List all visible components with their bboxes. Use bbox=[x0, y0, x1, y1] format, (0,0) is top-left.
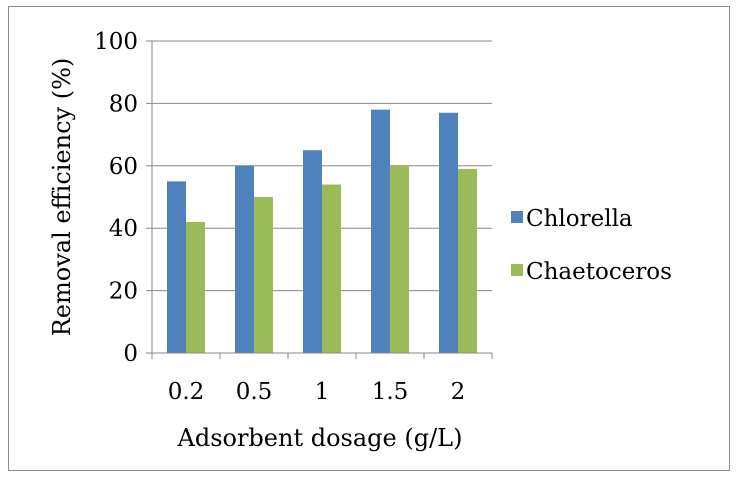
y-tick-labels: 0 20 40 60 80 100 bbox=[94, 29, 138, 367]
axes bbox=[146, 40, 493, 359]
legend: Chlorella Chaetoceros bbox=[511, 206, 672, 285]
bar-chaetoceros-1 bbox=[322, 184, 341, 353]
bar-chlorella-0.5 bbox=[235, 165, 254, 353]
x-tick-label: 1 bbox=[315, 379, 330, 405]
legend-swatch-chlorella bbox=[511, 211, 523, 223]
bar-chlorella-2 bbox=[439, 112, 458, 353]
bar-chaetoceros-0.2 bbox=[186, 221, 205, 353]
x-tick-label: 0.2 bbox=[168, 379, 205, 405]
legend-label-chlorella: Chlorella bbox=[526, 206, 633, 232]
legend-swatch-chaetoceros bbox=[511, 264, 523, 276]
y-tick-label: 40 bbox=[109, 216, 138, 242]
bar-chaetoceros-0.5 bbox=[254, 197, 273, 353]
legend-label-chaetoceros: Chaetoceros bbox=[526, 259, 672, 285]
y-tick-label: 20 bbox=[109, 279, 138, 305]
bar-chaetoceros-2 bbox=[458, 168, 477, 353]
y-tick-label: 100 bbox=[94, 29, 138, 55]
x-tick-label: 1.5 bbox=[372, 379, 409, 405]
bar-chlorella-1 bbox=[303, 150, 322, 353]
y-tick-label: 60 bbox=[109, 154, 138, 180]
bars bbox=[167, 109, 477, 353]
bar-chlorella-0.2 bbox=[167, 181, 186, 353]
x-tick-labels: 0.2 0.5 1 1.5 2 bbox=[168, 379, 466, 405]
bar-chlorella-1.5 bbox=[371, 109, 390, 353]
y-tick-label: 0 bbox=[123, 341, 138, 367]
chart-frame bbox=[8, 6, 730, 471]
x-tick-label: 2 bbox=[451, 379, 466, 405]
x-axis-title: Adsorbent dosage (g/L) bbox=[177, 424, 463, 452]
x-tick-label: 0.5 bbox=[236, 379, 273, 405]
bar-chaetoceros-1.5 bbox=[390, 165, 409, 353]
y-axis-title: Removal efficiency (%) bbox=[48, 58, 76, 337]
y-tick-label: 80 bbox=[109, 91, 138, 117]
